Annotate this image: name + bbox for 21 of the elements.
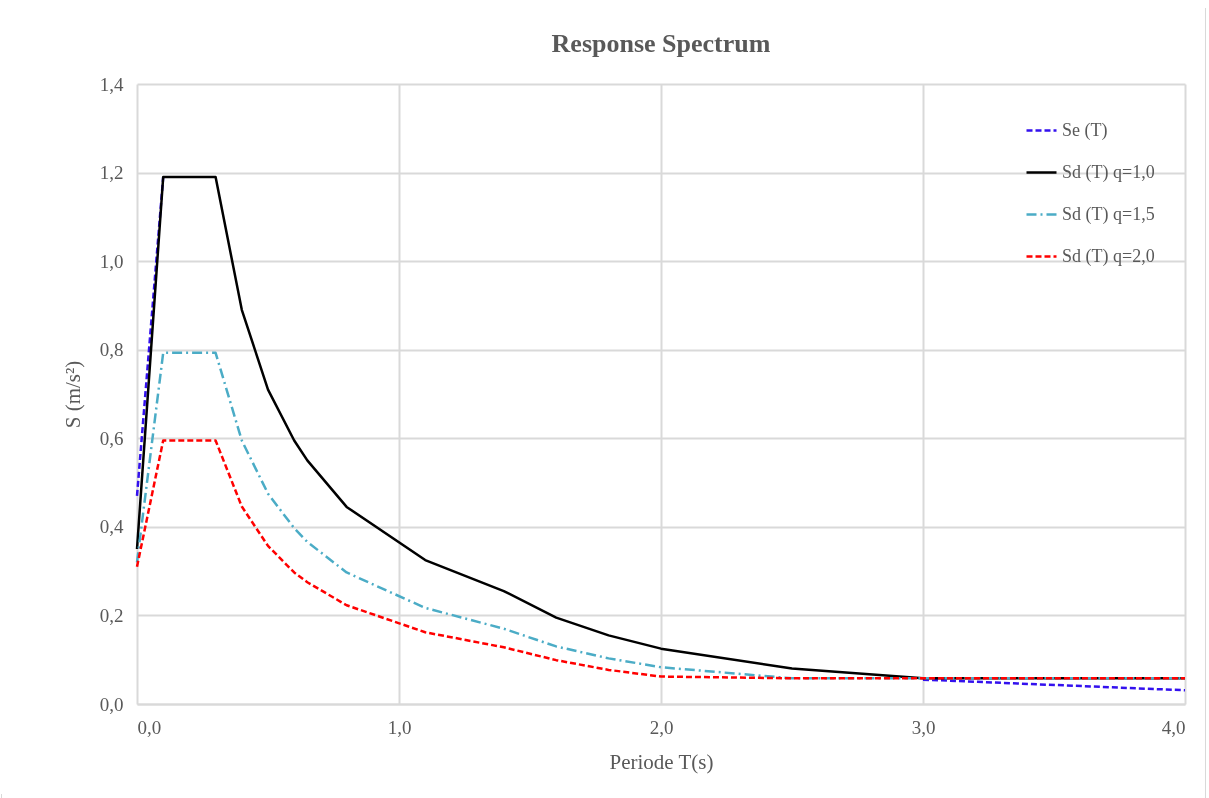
x-tick-label: 3,0: [911, 716, 936, 738]
y-tick-label: 0,0: [99, 693, 124, 715]
legend-label: Se (T): [1062, 119, 1108, 141]
y-tick-label: 1,2: [99, 162, 124, 184]
y-tick-label: 0,4: [99, 516, 124, 538]
y-tick-label: 0,6: [99, 427, 124, 449]
legend-label: Sd (T) q=1,0: [1062, 161, 1155, 183]
line-series: [135, 439, 1187, 680]
y-tick-label: 1,4: [99, 73, 124, 95]
y-axis-title: S (m/s²): [60, 360, 85, 429]
y-tick-label: 0,2: [99, 604, 124, 626]
legend-label: Sd (T) q=1,5: [1062, 203, 1155, 225]
x-tick-label: 2,0: [649, 716, 674, 738]
y-tick-label: 1,0: [99, 250, 124, 272]
chart-title: Response Spectrum: [551, 29, 771, 58]
x-tick-label: 4,0: [1161, 716, 1186, 738]
y-tick-label: 0,8: [99, 339, 124, 361]
legend-label: Sd (T) q=2,0: [1062, 245, 1155, 267]
x-tick-label: 1,0: [387, 716, 412, 738]
x-axis-title: Periode T(s): [609, 749, 714, 774]
x-tick-label: 0,0: [137, 716, 162, 738]
